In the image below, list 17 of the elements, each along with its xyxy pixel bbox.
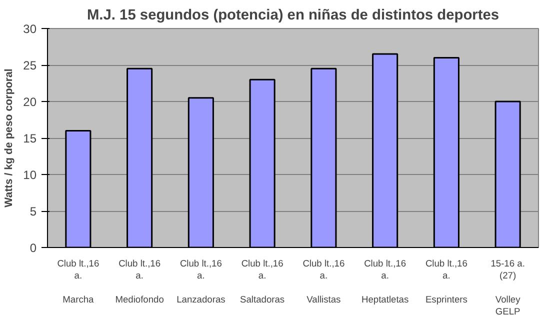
category-label: Club lt.,16 a. Esprinters — [425, 258, 468, 304]
y-tick-label: 30 — [23, 22, 37, 36]
category-label: Club lt.,16 a. Saltadoras — [240, 258, 285, 304]
category-label: Club lt.,16 a. Lanzadoras — [176, 258, 226, 304]
y-tick-label: 10 — [23, 168, 37, 182]
y-axis-title: Watts / kg de peso corporal — [3, 68, 16, 208]
chart-title: M.J. 15 segundos (potencia) en niñas de distintos deportes — [86, 8, 500, 24]
y-tick-label: 25 — [23, 58, 37, 72]
y-tick-label: 0 — [30, 241, 37, 255]
category-label: 15-16 a. (27) Volley GELP — [490, 258, 525, 316]
category-label: Club lt.,16 a. Marcha — [57, 258, 100, 304]
y-tick-label: 20 — [23, 95, 37, 109]
category-label: Club lt.,16 a. Mediofondo — [115, 258, 164, 304]
y-tick-label: 15 — [23, 132, 37, 146]
category-label: Club lt.,16 a. Heptatletas — [361, 258, 409, 304]
y-tick-label: 5 — [30, 204, 37, 218]
category-label: Club lt.,16 a. Vallistas — [302, 258, 345, 304]
